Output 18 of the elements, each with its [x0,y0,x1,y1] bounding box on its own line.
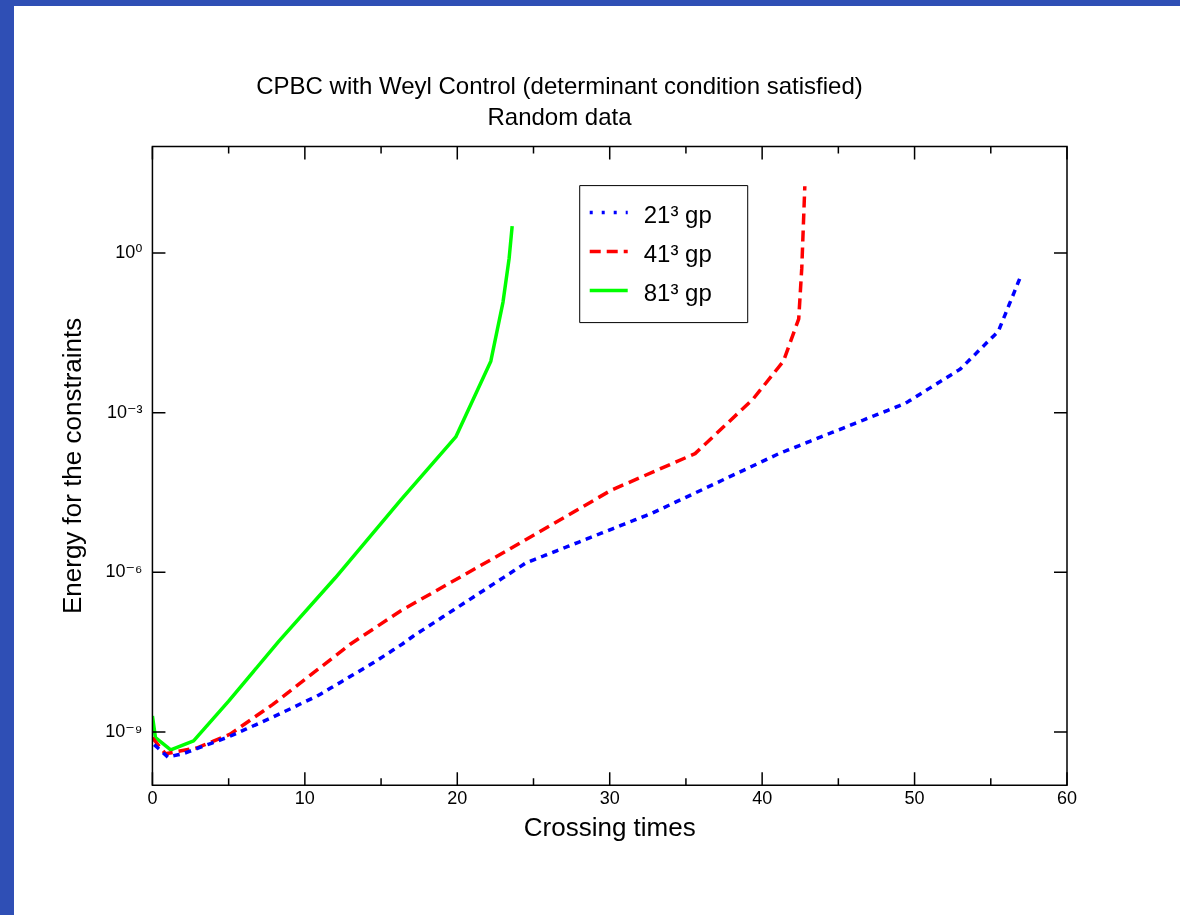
x-tick-label: 40 [752,787,773,808]
legend-label: 81³ gp [643,279,712,307]
legend-label: 41³ gp [643,240,712,268]
chart-title: CPBC with Weyl Control (determinant condition satisfied) [256,72,863,100]
y-axis-title: Energy for the constraints [56,317,87,615]
x-axis-title: Crossing times [523,811,696,842]
x-tick-label: 0 [147,787,158,808]
y-tick-label: 10⁻⁹ [105,720,143,741]
y-tick-label: 10⁻³ [106,401,143,422]
y-tick-label: 10⁰ [115,242,143,262]
chart-subtitle: Random data [487,102,633,130]
x-tick-label: 60 [1056,787,1078,808]
x-tick-label: 20 [447,787,468,808]
legend-label: 21³ gp [643,201,712,229]
x-tick-label: 10 [294,787,315,808]
x-tick-label: 50 [904,787,925,808]
x-tick-label: 30 [599,787,620,808]
y-tick-label: 10⁻⁶ [105,561,143,582]
